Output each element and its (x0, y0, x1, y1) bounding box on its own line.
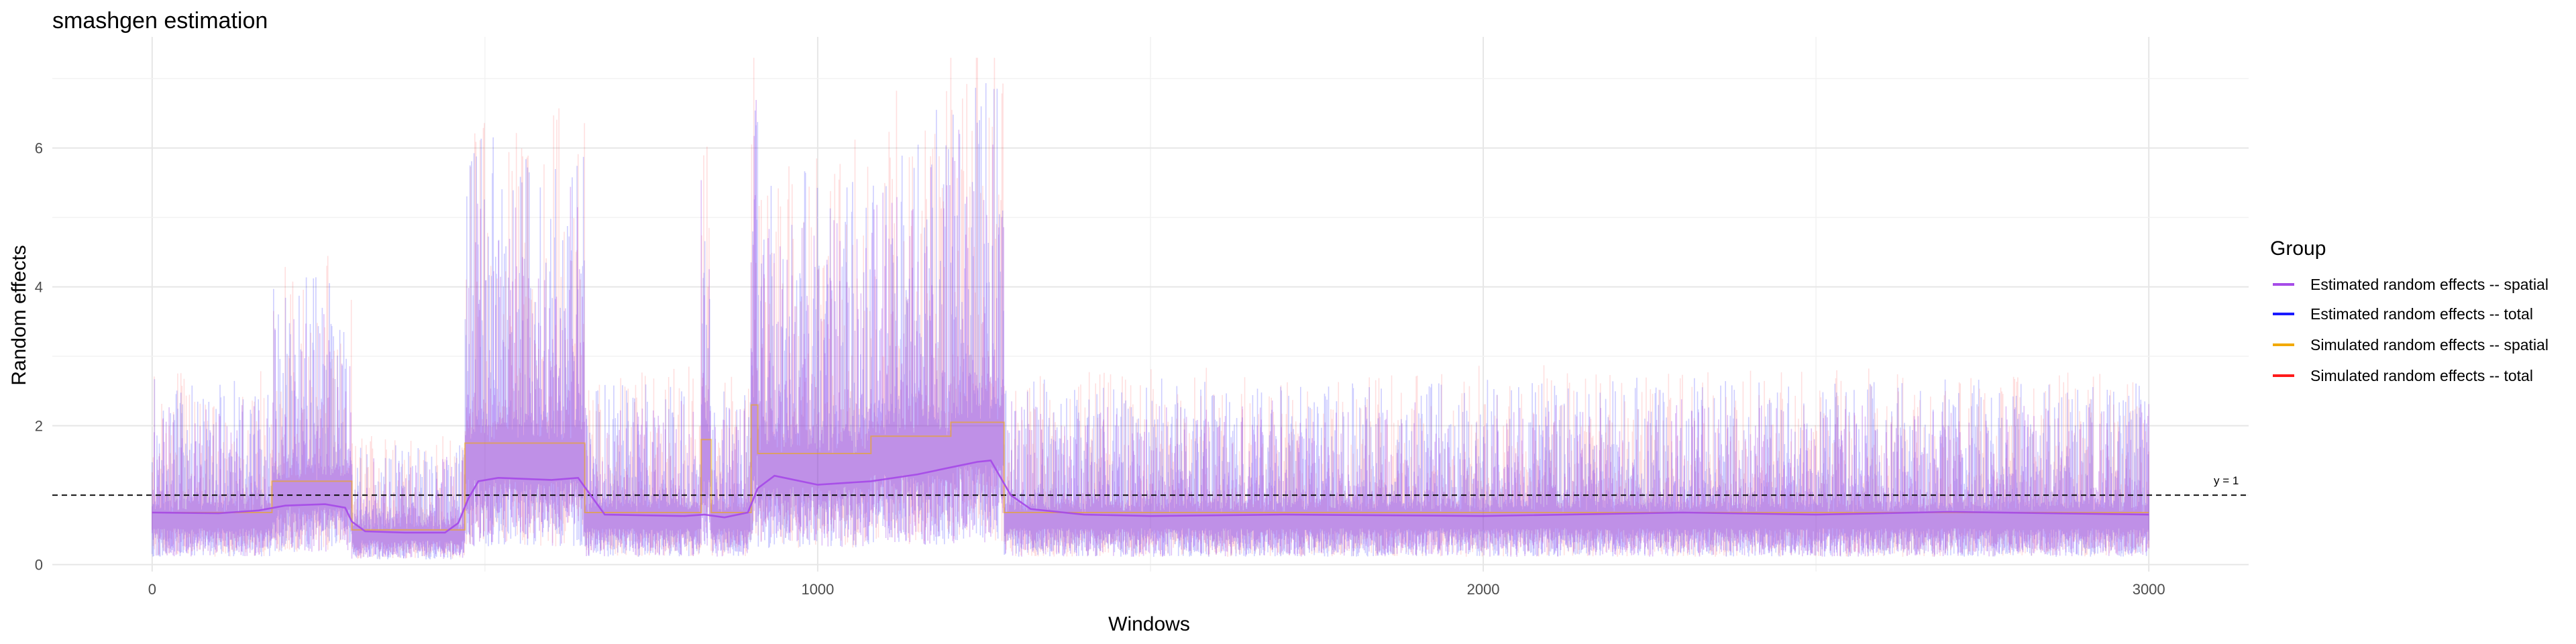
x-axis-ticks: 0 1000 2000 3000 (148, 581, 2165, 598)
x-tick-label: 2000 (1467, 581, 1500, 598)
smooth-series (152, 404, 2149, 534)
x-tick-label: 0 (148, 581, 156, 598)
legend-label-estimated-total: Estimated random effects -- total (2310, 305, 2533, 323)
x-axis-label: Windows (1108, 613, 1190, 635)
x-tick-label: 1000 (801, 581, 834, 598)
grid-lines (52, 37, 2249, 572)
legend-label-simulated-spatial: Simulated random effects -- spatial (2310, 336, 2548, 354)
y-tick-label: 6 (35, 140, 43, 157)
reference-line-label: y = 1 (2214, 474, 2239, 487)
x-tick-label: 3000 (2133, 581, 2165, 598)
y-tick-label: 2 (35, 418, 43, 435)
y-tick-label: 4 (35, 279, 43, 296)
series-line-simulated-total (152, 58, 2149, 559)
y-tick-label: 0 (35, 557, 43, 574)
series-simulated-total (152, 58, 2149, 559)
legend-label-estimated-spatial: Estimated random effects -- spatial (2310, 276, 2548, 293)
series-line-estimated-spatial (152, 460, 2149, 534)
legend-title: Group (2270, 237, 2326, 260)
legend-label-simulated-total: Simulated random effects -- total (2310, 367, 2533, 384)
chart-title: smashgen estimation (52, 8, 268, 34)
y-axis-label: Random effects (8, 245, 30, 386)
legend: Group Estimated random effects -- spatia… (2270, 237, 2548, 384)
y-axis-ticks: 0 2 4 6 (35, 140, 43, 574)
